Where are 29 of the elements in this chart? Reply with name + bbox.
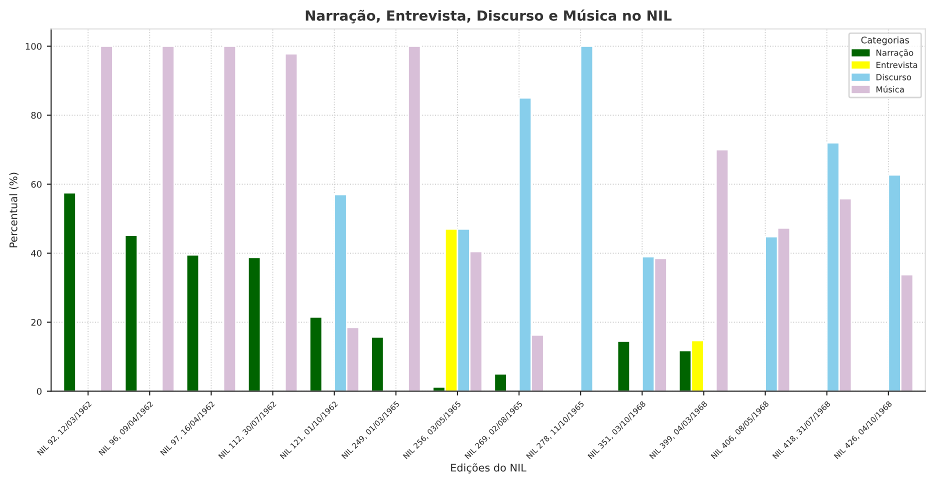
bar [494, 373, 508, 392]
bar [247, 256, 262, 392]
bar [100, 46, 114, 392]
legend-label: Discurso [876, 74, 912, 80]
chart-title: Narração, Entrevista, Discurso e Música no NIL [306, 10, 672, 24]
bar [186, 254, 200, 392]
bar [161, 46, 175, 392]
y-tick-label: 100 [26, 42, 42, 50]
legend-label: Música [876, 86, 904, 93]
y-axis-title: Percentual (%) [9, 172, 19, 248]
legend-title: Categorias [861, 36, 909, 46]
bar [408, 46, 422, 392]
bar [370, 336, 384, 392]
bar [580, 46, 594, 392]
y-tick-label: 0 [36, 388, 42, 395]
bar [62, 192, 76, 392]
y-tick-label: 40 [31, 250, 42, 257]
x-axis-title: Edições do NIL [451, 463, 526, 474]
legend-label: Narração [876, 49, 914, 58]
y-tick-label: 80 [31, 112, 42, 119]
y-tick-label: 20 [31, 318, 42, 326]
y-tick-label: 60 [31, 180, 42, 188]
bar [309, 316, 323, 392]
bar [284, 53, 298, 392]
bar [124, 234, 138, 392]
legend-label: Entrevista [876, 62, 918, 68]
bar [222, 46, 237, 392]
bar [616, 340, 631, 392]
bar [715, 149, 730, 392]
